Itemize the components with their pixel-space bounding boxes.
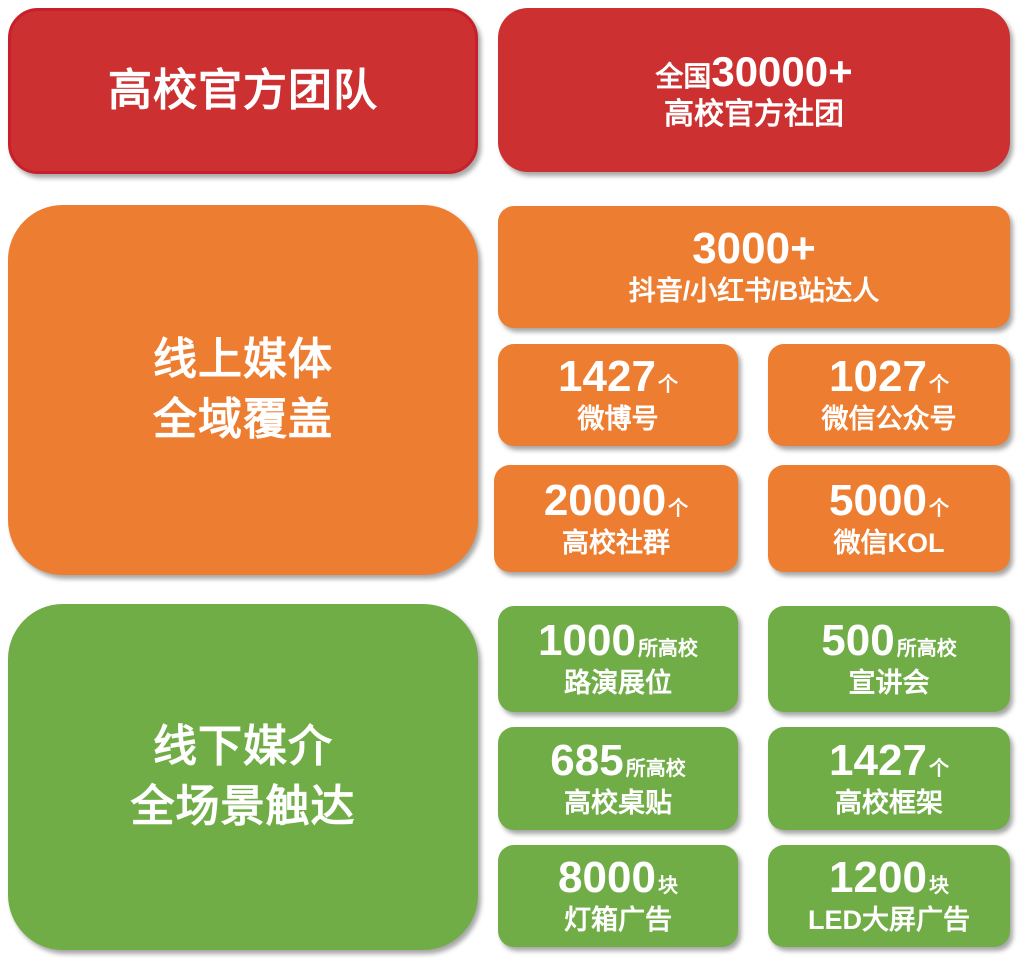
stat-unit: 个	[928, 757, 949, 780]
stat-card: 8000 块灯箱广告	[498, 845, 738, 947]
stat-value: 1427	[829, 735, 927, 785]
online-media-title-card: 线上媒体 全域覆盖	[8, 205, 478, 575]
stat-value: 685	[550, 735, 624, 785]
stat-label: 微信KOL	[833, 527, 945, 558]
stat-label: 宣讲会	[848, 668, 930, 698]
stat-unit: 块	[928, 875, 949, 897]
stat-label: 高校框架	[835, 787, 943, 818]
stat-card: 1427 个高校框架	[768, 727, 1010, 830]
offline-title-line-1: 线下媒介	[153, 722, 333, 771]
team-stat-prefix: 全国	[655, 61, 712, 92]
team-stat-card: 全国 30000+ 高校官方社团	[498, 8, 1010, 172]
stat-card: 5000 个微信KOL	[768, 465, 1010, 572]
stat-value: 1000	[538, 616, 636, 665]
stat-unit: 所高校	[625, 757, 686, 780]
offline-title-line-2: 全场景触达	[130, 782, 356, 831]
stat-unit: 块	[657, 875, 678, 897]
stat-value: 1200	[829, 853, 927, 902]
stat-unit: 个	[928, 497, 949, 520]
online-top-value: 3000+	[692, 224, 816, 273]
stat-value: 5000	[829, 475, 927, 525]
stat-label: 路演展位	[564, 668, 672, 698]
stat-unit: 所高校	[896, 638, 957, 660]
stat-card: 1000 所高校路演展位	[498, 606, 738, 712]
stat-card: 20000 个高校社群	[494, 465, 738, 572]
stat-unit: 个	[668, 497, 689, 520]
online-top-card: 3000+ 抖音/小红书/B站达人	[498, 206, 1010, 328]
stat-card: 1027 个微信公众号	[768, 344, 1010, 446]
stat-label: 灯箱广告	[564, 905, 672, 935]
stat-card: 685 所高校高校桌贴	[498, 727, 738, 830]
stat-value: 20000	[543, 475, 667, 525]
stat-value: 8000	[558, 853, 656, 902]
online-title-line-1: 线上媒体	[153, 335, 333, 384]
team-title-card: 高校官方团队	[8, 8, 478, 174]
stat-unit: 个	[928, 374, 949, 396]
stat-value: 500	[821, 616, 895, 665]
stat-label: 微博号	[577, 404, 659, 434]
stat-label: 高校桌贴	[564, 787, 672, 818]
stat-card: 500 所高校宣讲会	[768, 606, 1010, 712]
stat-label: 微信公众号	[821, 404, 957, 434]
stat-value: 1027	[829, 352, 927, 401]
team-title: 高校官方团队	[108, 66, 378, 115]
stat-label: 高校社群	[562, 527, 670, 558]
stat-unit: 所高校	[637, 638, 698, 660]
stat-card: 1200 块 LED大屏广告	[768, 845, 1010, 947]
team-stat-value: 30000+	[711, 48, 853, 95]
offline-media-title-card: 线下媒介 全场景触达	[8, 604, 478, 950]
stat-value: 1427	[558, 352, 656, 401]
stat-unit: 个	[657, 374, 678, 396]
stat-label: LED大屏广告	[808, 905, 970, 935]
team-stat-label: 高校官方社团	[664, 98, 844, 131]
stat-card: 1427 个微博号	[498, 344, 738, 446]
online-title-line-2: 全域覆盖	[153, 395, 333, 444]
online-top-label: 抖音/小红书/B站达人	[628, 276, 880, 306]
